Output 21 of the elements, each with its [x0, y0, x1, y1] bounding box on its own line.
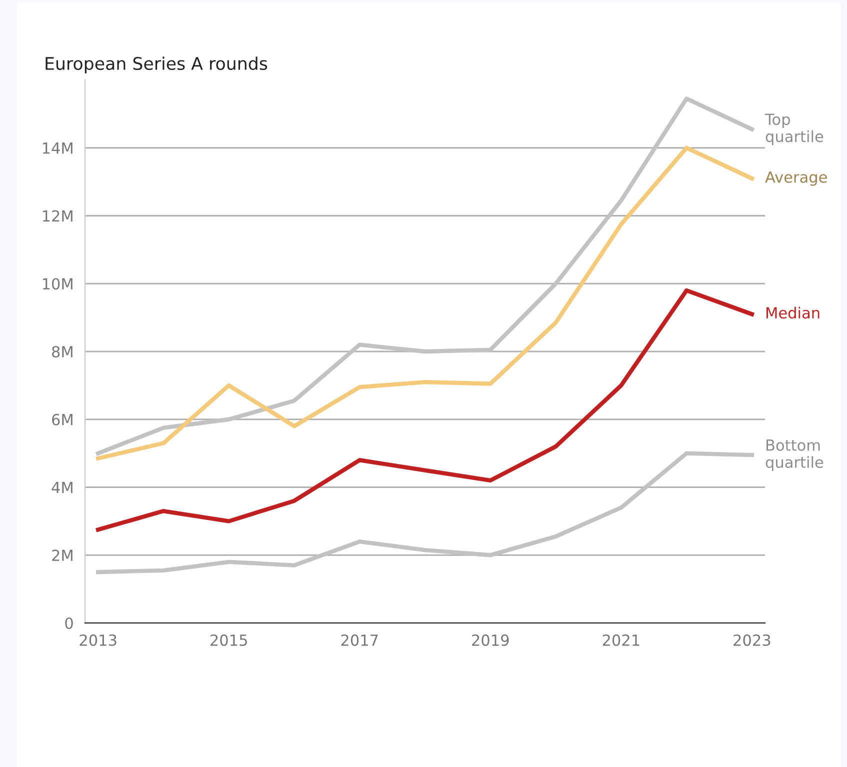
series-label: Top quartile	[764, 114, 824, 146]
x-tick-label: 2015	[210, 634, 247, 646]
y-tick-label: 0	[65, 617, 73, 630]
x-tick-label: 2017	[341, 634, 378, 646]
x-tick-label: 2021	[602, 634, 640, 646]
x-tick-label: 2019	[472, 634, 509, 646]
x-tick-label: 2023	[734, 634, 770, 646]
y-tick-label: 6M	[52, 414, 72, 426]
chart-title: European Series A rounds	[46, 56, 268, 74]
y-tick-label: 10M	[42, 278, 72, 290]
x-tick-label: 2013	[80, 634, 116, 646]
y-tick-label: 4M	[52, 482, 72, 494]
series-label: Median	[766, 306, 820, 319]
y-tick-label: 12M	[42, 210, 72, 222]
line-series	[96, 451, 754, 574]
y-tick-label: 8M	[52, 346, 72, 358]
line-series	[96, 288, 754, 532]
series-label: Average	[765, 171, 827, 186]
y-tick-label: 14M	[42, 142, 72, 154]
y-tick-label: 2M	[52, 550, 72, 561]
series-label: Bottom quartile	[766, 440, 824, 471]
